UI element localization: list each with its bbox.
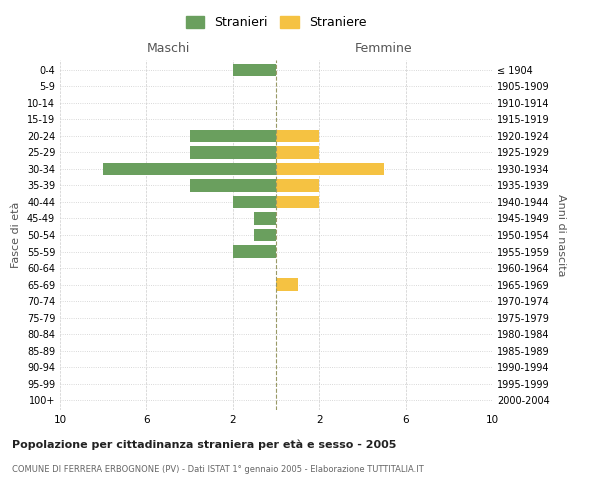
Legend: Stranieri, Straniere: Stranieri, Straniere xyxy=(181,11,371,34)
Bar xyxy=(233,196,276,208)
Bar xyxy=(276,180,319,192)
Text: COMUNE DI FERRERA ERBOGNONE (PV) - Dati ISTAT 1° gennaio 2005 - Elaborazione TUT: COMUNE DI FERRERA ERBOGNONE (PV) - Dati … xyxy=(12,465,424,474)
Text: Popolazione per cittadinanza straniera per età e sesso - 2005: Popolazione per cittadinanza straniera p… xyxy=(12,440,397,450)
Bar xyxy=(276,278,298,290)
Bar xyxy=(254,212,276,224)
Bar xyxy=(254,229,276,241)
Bar xyxy=(276,196,319,208)
Bar xyxy=(190,130,276,142)
Bar xyxy=(233,64,276,76)
Bar xyxy=(276,130,319,142)
Y-axis label: Fasce di età: Fasce di età xyxy=(11,202,21,268)
Bar xyxy=(103,163,276,175)
Bar xyxy=(276,146,319,158)
Bar xyxy=(233,246,276,258)
Bar xyxy=(190,180,276,192)
Bar xyxy=(190,146,276,158)
Text: Femmine: Femmine xyxy=(355,42,413,55)
Y-axis label: Anni di nascita: Anni di nascita xyxy=(556,194,566,276)
Text: Maschi: Maschi xyxy=(146,42,190,55)
Bar xyxy=(276,163,384,175)
